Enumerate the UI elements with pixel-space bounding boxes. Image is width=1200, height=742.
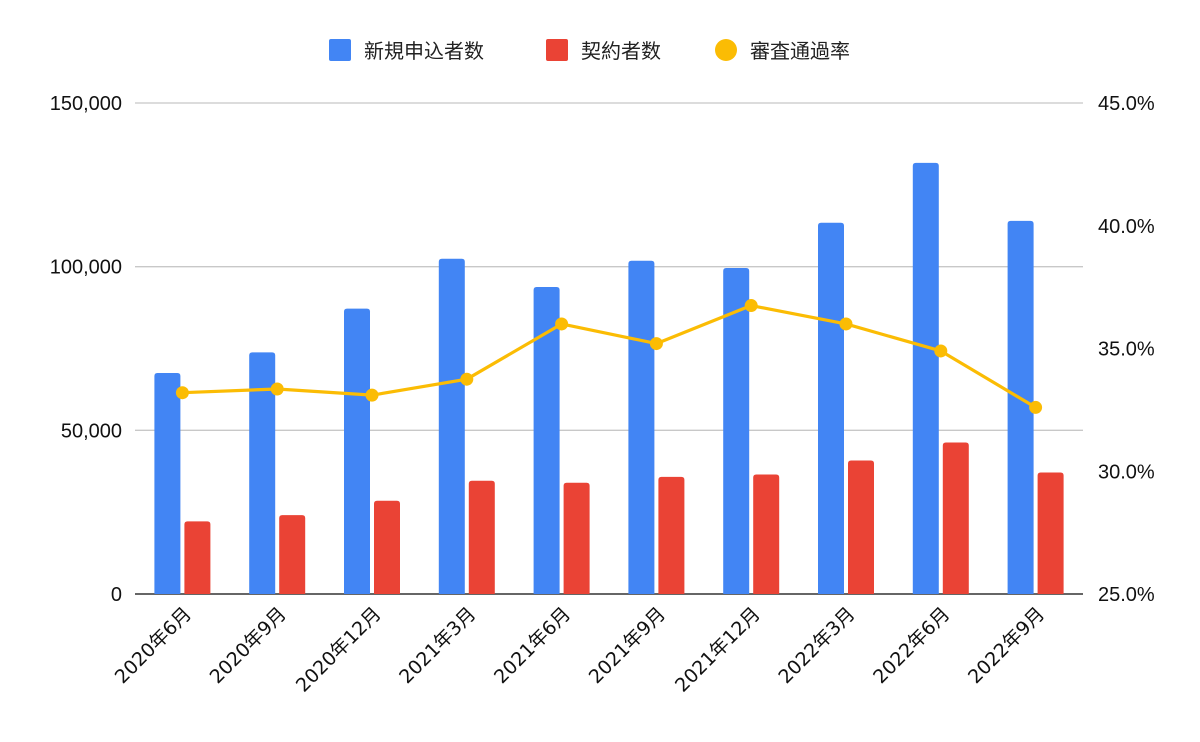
bar-contracts: [184, 521, 211, 594]
bar-new-applicants: [154, 373, 181, 594]
pass-rate-point: [270, 382, 284, 396]
bar-new-applicants: [438, 258, 465, 594]
x-tick-label: 2020年12月: [292, 603, 386, 697]
x-tick-label: 2022年3月: [774, 603, 859, 688]
pass-rate-point: [1029, 400, 1043, 414]
bar-contracts: [753, 474, 780, 594]
x-tick-label: 2020年9月: [206, 603, 291, 688]
legend-swatch: [715, 39, 737, 61]
y-left-tick-label: 100,000: [50, 257, 122, 279]
bar-contracts: [563, 482, 590, 594]
y-left-tick-label: 0: [111, 584, 122, 606]
bar-contracts: [658, 476, 685, 594]
bar-new-applicants: [344, 308, 370, 594]
y-right-tick-label: 30.0%: [1098, 461, 1155, 483]
right-axis: 25.0% 30.0% 35.0% 40.0% 45.0%: [1098, 93, 1155, 606]
x-tick-label: 2021年9月: [585, 603, 670, 688]
pass-rate-line: [182, 303, 1037, 409]
x-tick-label: 2020年6月: [111, 603, 196, 688]
x-tick-label: 2022年6月: [869, 603, 954, 688]
pass-rate-point: [365, 388, 379, 402]
pass-rate-point: [934, 344, 948, 358]
pass-rate-point: [649, 337, 663, 351]
y-right-tick-label: 35.0%: [1098, 339, 1155, 361]
bar-new-applicants: [723, 267, 750, 594]
x-tick-label: 2022年9月: [964, 603, 1049, 688]
x-tick-label: 2021年12月: [671, 603, 765, 697]
bar-new-applicants: [628, 260, 655, 594]
bar-contracts: [1037, 472, 1064, 594]
pass-rate-point: [839, 317, 853, 331]
legend-swatch: [329, 39, 351, 61]
pass-rate-point: [744, 299, 758, 313]
legend-label: 契約者数: [581, 39, 661, 63]
left-axis: 0 50,000 100,000 150,000: [50, 93, 122, 606]
y-right-tick-label: 45.0%: [1098, 93, 1155, 115]
bar-contracts: [942, 442, 969, 594]
bar-contracts: [848, 460, 874, 594]
y-left-tick-label: 50,000: [61, 420, 122, 442]
x-axis: 2020年6月 2020年9月 2020年12月 2021年3月 2021年6月 2021…: [111, 603, 1049, 697]
y-right-tick-label: 25.0%: [1098, 584, 1155, 606]
x-tick-label: 2021年6月: [490, 603, 575, 688]
legend-label: 審査通過率: [750, 39, 850, 63]
bar-contracts: [279, 515, 306, 594]
legend-label: 新規申込者数: [364, 39, 484, 63]
legend: 新規申込者数 契約者数 審査通過率: [329, 39, 850, 63]
y-right-tick-label: 40.0%: [1098, 216, 1155, 238]
x-tick-label: 2021年3月: [395, 603, 480, 688]
pass-rate-point: [460, 372, 474, 386]
pass-rate-point: [555, 317, 569, 331]
pass-rate-point: [175, 386, 189, 400]
bar-new-applicants: [818, 222, 844, 594]
bar-contracts: [468, 480, 495, 594]
rate-line: [175, 299, 1043, 414]
bar-new-applicants: [249, 352, 276, 594]
y-left-tick-label: 150,000: [50, 93, 122, 115]
bar-new-applicants: [533, 286, 560, 594]
bar-new-applicants: [1007, 220, 1034, 594]
bar-new-applicants: [912, 162, 939, 595]
bar-contracts: [374, 500, 400, 594]
bars: [154, 162, 1064, 595]
legend-swatch: [546, 39, 568, 61]
